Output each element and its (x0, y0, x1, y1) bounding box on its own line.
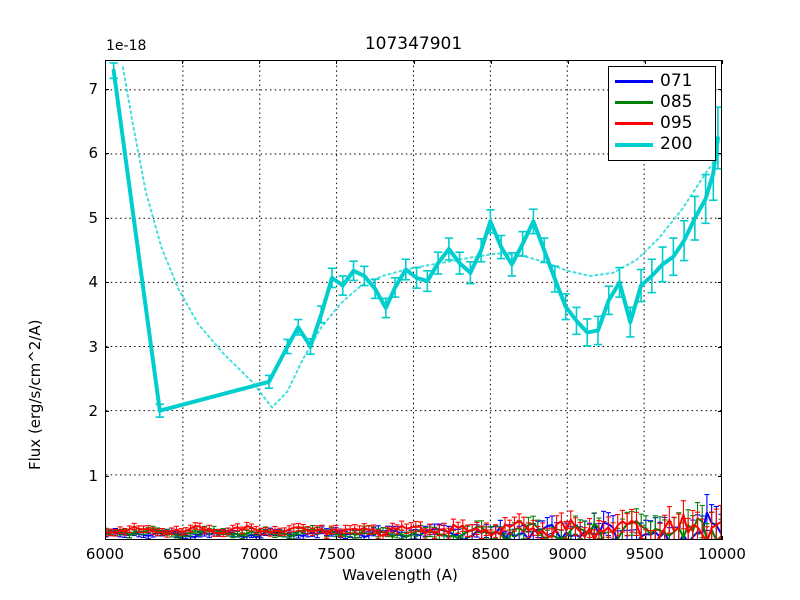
y-tick-mark (105, 346, 109, 348)
legend-color-swatch (615, 142, 653, 147)
y-tick-mark (718, 153, 722, 155)
y-tick-mark (105, 217, 109, 219)
y-tick-mark (718, 88, 722, 90)
x-tick-label: 8000 (394, 545, 433, 563)
y-tick-mark (105, 88, 109, 90)
x-tick-mark (490, 536, 492, 540)
x-tick-mark (336, 536, 338, 540)
legend-item-071[interactable]: 071 (615, 71, 709, 92)
y-tick-label: 5 (88, 208, 98, 227)
chart-title: 107347901 (364, 34, 463, 54)
x-tick-mark (413, 60, 415, 64)
x-axis-label: Wavelength (A) (342, 566, 458, 584)
x-tick-label: 7000 (240, 545, 279, 563)
x-tick-mark (182, 60, 184, 64)
y-tick-label: 7 (88, 79, 98, 98)
legend-label: 071 (660, 71, 693, 91)
noise-series-group (106, 493, 721, 539)
y-tick-mark (718, 475, 722, 477)
legend-label: 200 (660, 134, 693, 154)
y-tick-label: 6 (88, 144, 98, 163)
x-tick-mark (567, 536, 569, 540)
legend-color-swatch (615, 101, 653, 104)
y-tick-mark (105, 411, 109, 413)
y-tick-label: 3 (88, 337, 98, 356)
x-tick-label: 9000 (548, 545, 587, 563)
y-axis-offset-text: 1e-18 (106, 38, 147, 54)
x-tick-mark (490, 60, 492, 64)
legend-label: 095 (660, 113, 693, 133)
x-tick-mark (336, 60, 338, 64)
x-tick-mark (259, 60, 261, 64)
legend-label: 085 (660, 92, 693, 112)
x-tick-mark (567, 60, 569, 64)
x-tick-mark (722, 60, 723, 64)
legend-color-swatch (615, 122, 653, 125)
x-tick-label: 10000 (698, 545, 746, 563)
y-tick-label: 4 (88, 273, 98, 292)
y-tick-mark (718, 346, 722, 348)
x-tick-label: 9500 (625, 545, 664, 563)
y-tick-mark (718, 217, 722, 219)
gridlines (106, 61, 721, 539)
x-tick-mark (644, 536, 646, 540)
x-tick-mark (413, 536, 415, 540)
y-tick-mark (105, 282, 109, 284)
main-spectrum-group (109, 62, 721, 418)
x-tick-mark (182, 536, 184, 540)
x-tick-mark (105, 60, 106, 64)
y-tick-label: 2 (88, 402, 98, 421)
x-tick-label: 8500 (471, 545, 510, 563)
x-tick-label: 6500 (163, 545, 202, 563)
plot-svg (106, 61, 721, 539)
x-tick-label: 7500 (317, 545, 356, 563)
legend-item-095[interactable]: 095 (615, 113, 709, 134)
legend-item-200[interactable]: 200 (615, 134, 709, 155)
legend[interactable]: 071 085 095 200 (608, 66, 716, 161)
x-tick-label: 6000 (85, 545, 125, 563)
y-tick-mark (105, 475, 109, 477)
x-tick-mark (259, 536, 261, 540)
y-tick-label: 1 (88, 466, 98, 485)
y-tick-mark (718, 411, 722, 413)
legend-item-085[interactable]: 085 (615, 92, 709, 113)
x-tick-mark (644, 60, 646, 64)
legend-color-swatch (615, 80, 653, 83)
y-tick-mark (105, 153, 109, 155)
model-curve-group (121, 66, 721, 409)
y-tick-mark (718, 282, 722, 284)
y-axis-label: Flux (erg/s/cm^2/A) (26, 319, 44, 470)
x-tick-mark (105, 536, 106, 540)
x-tick-mark (722, 536, 723, 540)
